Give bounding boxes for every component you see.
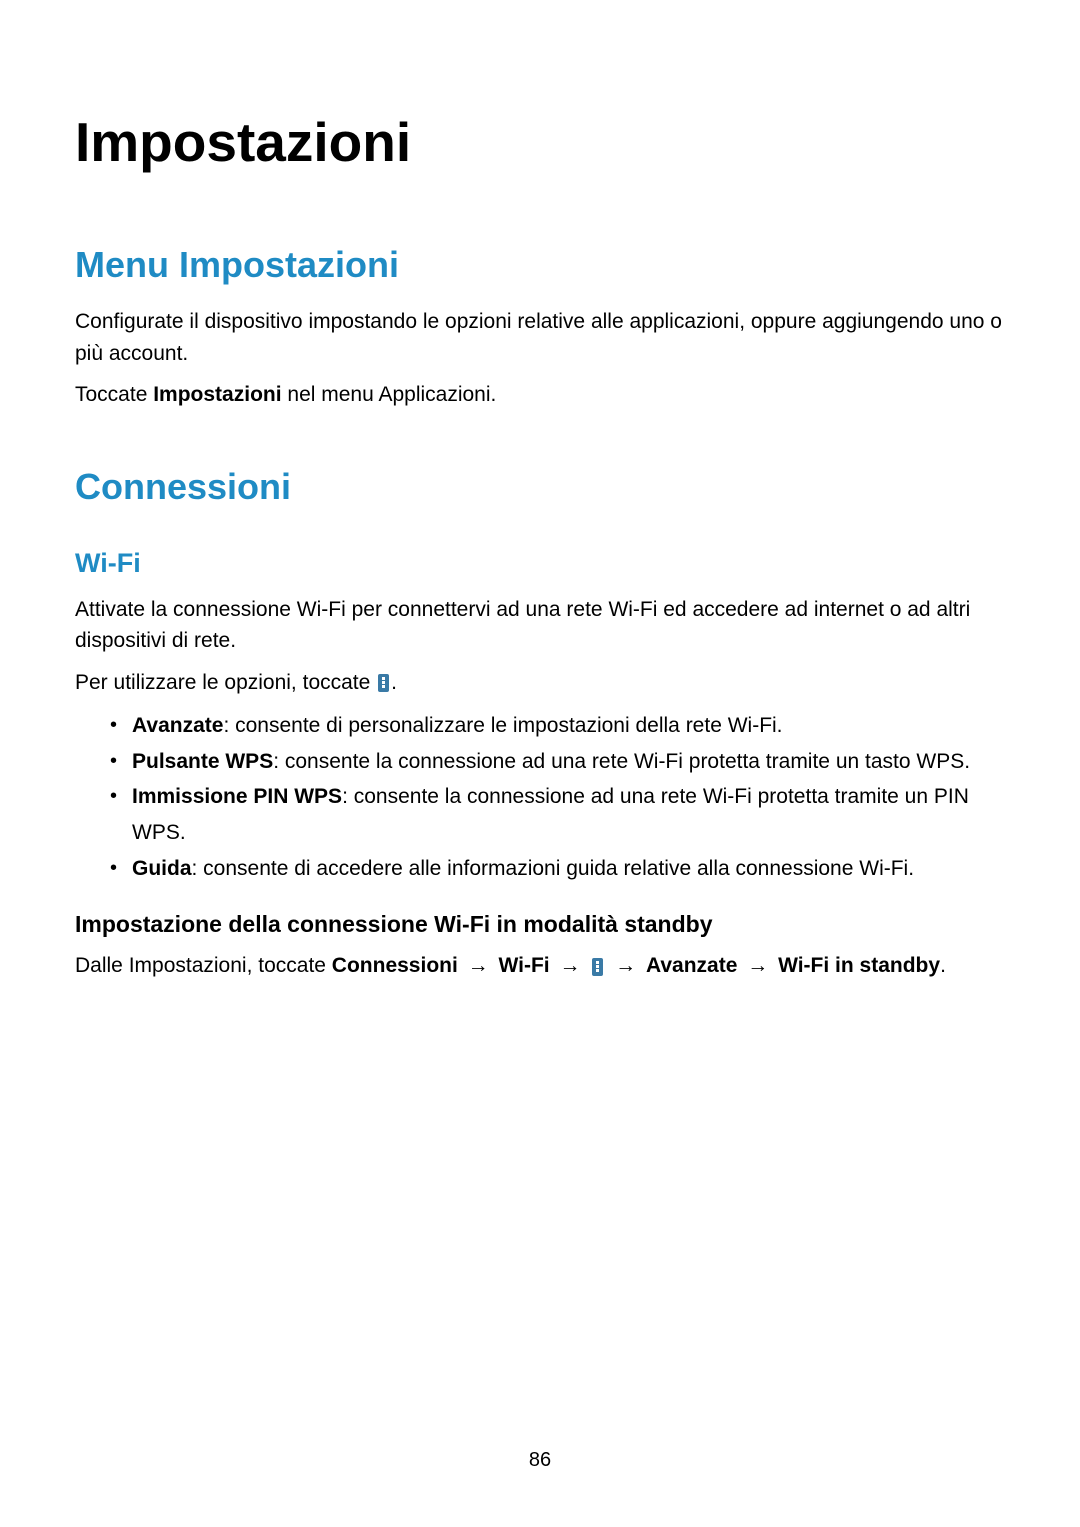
list-item: Pulsante WPS: consente la connessione ad… — [110, 744, 1005, 780]
subsection-wifi-heading: Wi-Fi — [75, 548, 1005, 579]
bullet-bold: Guida — [132, 857, 192, 880]
text-fragment: Dalle Impostazioni, toccate — [75, 954, 332, 977]
text-fragment: . — [391, 671, 397, 694]
wifi-options-list: Avanzate: consente di personalizzare le … — [75, 708, 1005, 886]
page-title: Impostazioni — [75, 110, 1005, 174]
bullet-rest: : consente di personalizzare le impostaz… — [223, 714, 782, 737]
bold-wifi-standby: Wi-Fi in standby — [778, 954, 940, 977]
page-number: 86 — [0, 1449, 1080, 1472]
section2-paragraph2: Per utilizzare le opzioni, toccate . — [75, 667, 1005, 699]
arrow-icon: → — [462, 954, 495, 977]
list-item: Guida: consente di accedere alle informa… — [110, 851, 1005, 887]
bold-connessioni: Connessioni — [332, 954, 458, 977]
section2-paragraph3: Dalle Impostazioni, toccate Connessioni … — [75, 950, 1005, 982]
bold-avanzate: Avanzate — [646, 954, 737, 977]
bullet-bold: Pulsante WPS — [132, 750, 273, 773]
section-menu-impostazioni-heading: Menu Impostazioni — [75, 244, 1005, 286]
bullet-rest: : consente di accedere alle informazioni… — [192, 857, 915, 880]
arrow-icon: → — [609, 954, 642, 977]
section-connessioni-heading: Connessioni — [75, 466, 1005, 508]
bullet-bold: Immissione PIN WPS — [132, 785, 342, 808]
text-fragment: nel menu Applicazioni. — [282, 383, 497, 406]
bullet-bold: Avanzate — [132, 714, 223, 737]
arrow-icon: → — [741, 954, 774, 977]
text-fragment: . — [940, 954, 946, 977]
text-fragment: Per utilizzare le opzioni, toccate — [75, 671, 376, 694]
section2-paragraph1: Attivate la connessione Wi-Fi per connet… — [75, 594, 1005, 657]
list-item: Avanzate: consente di personalizzare le … — [110, 708, 1005, 744]
more-options-icon — [378, 674, 389, 692]
bullet-rest: : consente la connessione ad una rete Wi… — [273, 750, 970, 773]
subsection-wifi-standby-heading: Impostazione della connessione Wi-Fi in … — [75, 911, 1005, 938]
section1-paragraph2: Toccate Impostazioni nel menu Applicazio… — [75, 379, 1005, 411]
more-options-icon — [592, 958, 603, 976]
page-container: Impostazioni Menu Impostazioni Configura… — [0, 0, 1080, 1052]
arrow-icon: → — [554, 954, 587, 977]
text-fragment: Toccate — [75, 383, 153, 406]
bold-wifi: Wi-Fi — [498, 954, 549, 977]
bold-impostazioni: Impostazioni — [153, 383, 281, 406]
section1-paragraph1: Configurate il dispositivo impostando le… — [75, 306, 1005, 369]
list-item: Immissione PIN WPS: consente la connessi… — [110, 779, 1005, 850]
